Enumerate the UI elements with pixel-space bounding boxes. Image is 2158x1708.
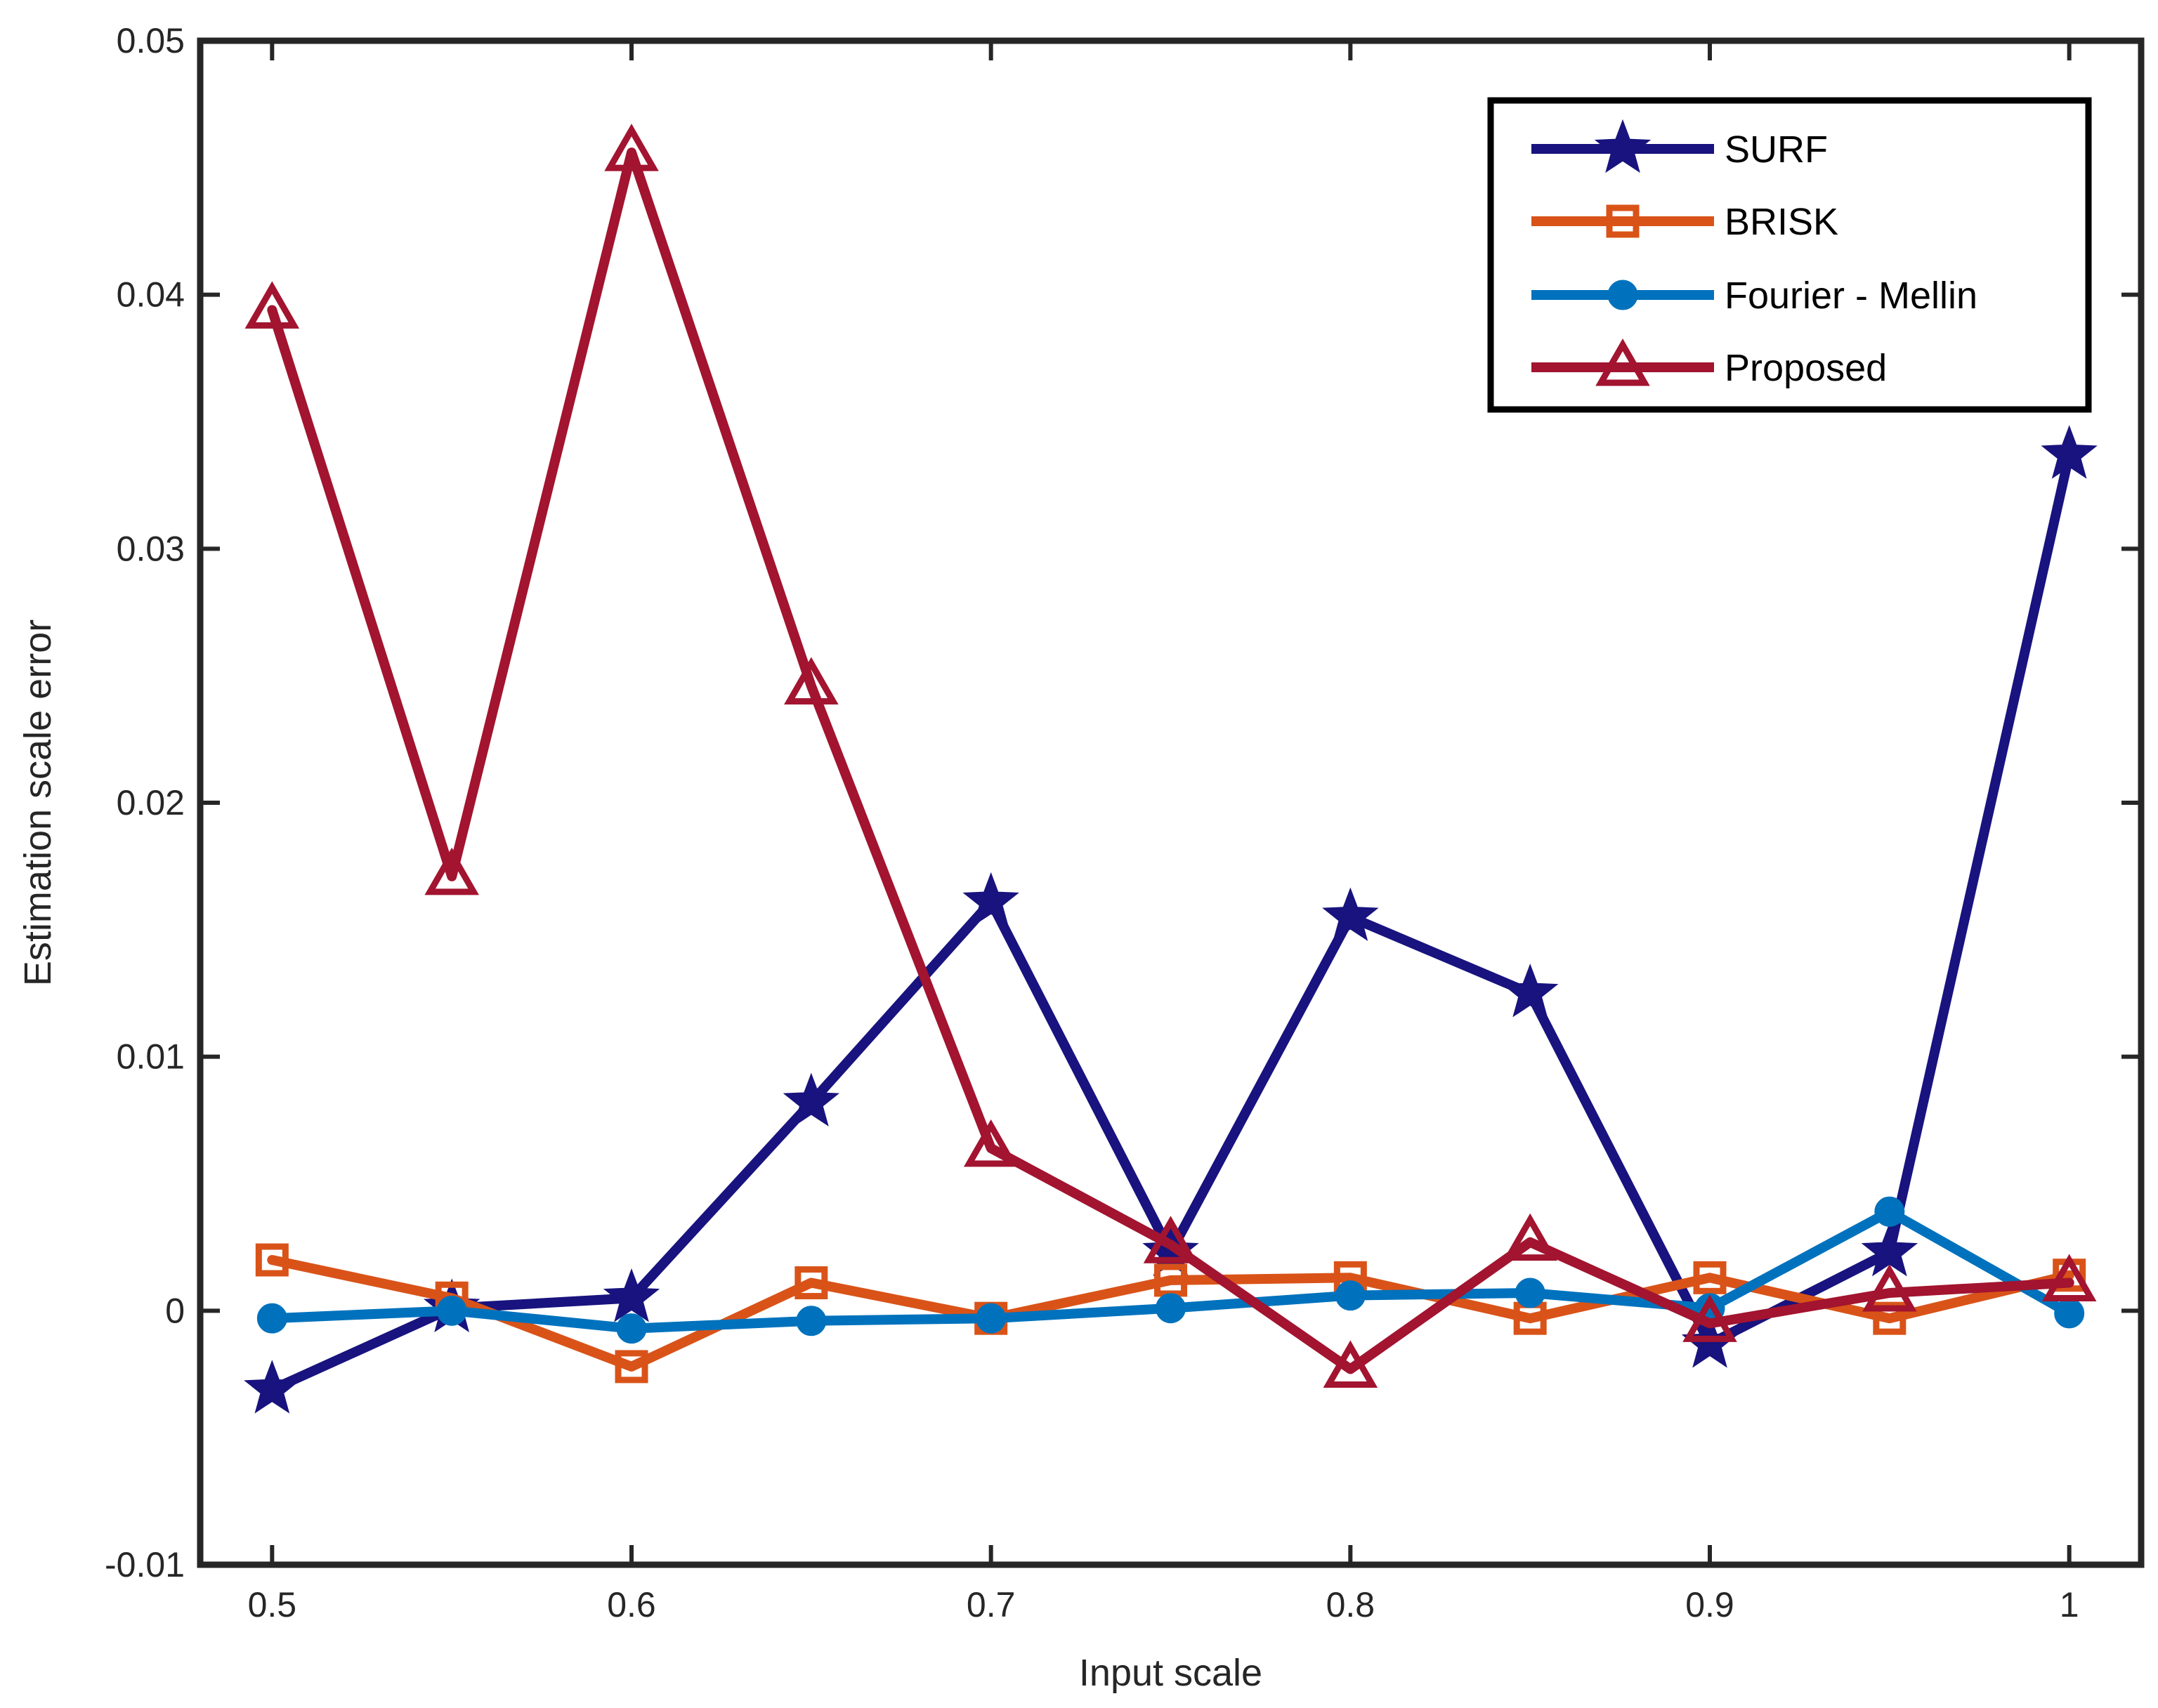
series-brisk (255, 1243, 2086, 1384)
y-tick-label: 0.03 (117, 529, 185, 568)
data-point-surf (1322, 887, 1379, 941)
data-point-surf (603, 1268, 660, 1322)
data-point-surf (1861, 1222, 1918, 1277)
data-point-proposed (784, 657, 839, 705)
data-point-brisk (1873, 1301, 1907, 1335)
data-point-fourier-mellin (256, 1303, 287, 1334)
data-point-proposed (963, 1119, 1019, 1167)
x-tick-label: 0.6 (607, 1585, 656, 1624)
data-point-proposed (2041, 1254, 2097, 1302)
data-point-surf (962, 872, 1019, 926)
legend-label: SURF (1725, 129, 1828, 171)
y-tick-label: 0.01 (117, 1037, 185, 1077)
y-tick-label: 0.05 (117, 21, 185, 60)
data-point-fourier-mellin (1335, 1280, 1366, 1311)
data-point-fourier-mellin (1515, 1277, 1545, 1308)
data-point-proposed (1862, 1263, 1917, 1312)
data-point-fourier-mellin (616, 1313, 647, 1344)
legend-marker (1606, 204, 1640, 238)
data-point-proposed (604, 124, 659, 171)
plot-frame (197, 37, 2145, 1568)
data-point-proposed (1682, 1294, 1737, 1342)
legend-marker (1607, 280, 1638, 310)
y-tick-label: -0.01 (105, 1545, 185, 1584)
data-point-brisk (615, 1350, 648, 1384)
data-point-brisk (1693, 1261, 1727, 1294)
series-line-brisk (267, 1255, 2074, 1372)
legend: SURF BRISK Fourier - Mellin Proposed (1487, 97, 2092, 413)
x-tick-labels: 0.5 0.6 0.7 0.8 0.9 1 (248, 1585, 2079, 1624)
y-tick-label: 0 (165, 1291, 185, 1330)
x-tick-label: 0.7 (967, 1585, 1016, 1624)
legend-marker (1594, 119, 1652, 173)
legend-label: Proposed (1725, 347, 1887, 389)
data-point-brisk (255, 1243, 289, 1277)
x-tick-label: 0.5 (248, 1585, 297, 1624)
data-point-surf (1501, 964, 1559, 1018)
x-tick-label: 1 (2060, 1585, 2079, 1624)
y-tick-label: 0.02 (117, 783, 185, 822)
data-point-proposed (1503, 1213, 1557, 1261)
x-axis-label: Input scale (1079, 1652, 1262, 1694)
data-point-fourier-mellin (1156, 1293, 1186, 1324)
data-point-surf (244, 1360, 301, 1414)
data-point-proposed (244, 281, 300, 329)
data-point-brisk (794, 1266, 828, 1300)
data-point-fourier-mellin (436, 1295, 467, 1326)
series-group (244, 124, 2098, 1414)
legend-entry: Fourier - Mellin (1531, 275, 1977, 317)
y-tick-label: 0.04 (117, 275, 185, 315)
data-point-surf (783, 1072, 840, 1126)
series-fourier-mellin (256, 1196, 2085, 1344)
legend-label: BRISK (1725, 201, 1838, 243)
legend-entry: SURF (1531, 119, 1828, 173)
series-line-proposed (267, 147, 2074, 1374)
series-proposed (244, 124, 2097, 1388)
y-tick-labels: -0.01 0 0.01 0.02 0.03 0.04 0.05 (105, 21, 185, 1584)
data-point-fourier-mellin (796, 1306, 827, 1336)
legend-entry: BRISK (1531, 201, 1838, 243)
x-tick-label: 0.9 (1685, 1585, 1734, 1624)
data-point-proposed (1143, 1216, 1198, 1263)
data-point-proposed (424, 847, 479, 895)
data-point-proposed (1323, 1340, 1378, 1388)
data-point-fourier-mellin (976, 1303, 1007, 1334)
legend-marker (1595, 338, 1650, 386)
legend-entry: Proposed (1531, 338, 1887, 389)
y-axis-label: Estimation scale error (17, 619, 59, 986)
data-point-surf (2041, 425, 2098, 479)
data-point-fourier-mellin (2054, 1298, 2085, 1329)
data-point-fourier-mellin (1874, 1196, 1905, 1227)
x-tick-label: 0.8 (1326, 1585, 1375, 1624)
legend-label: Fourier - Mellin (1725, 275, 1977, 317)
